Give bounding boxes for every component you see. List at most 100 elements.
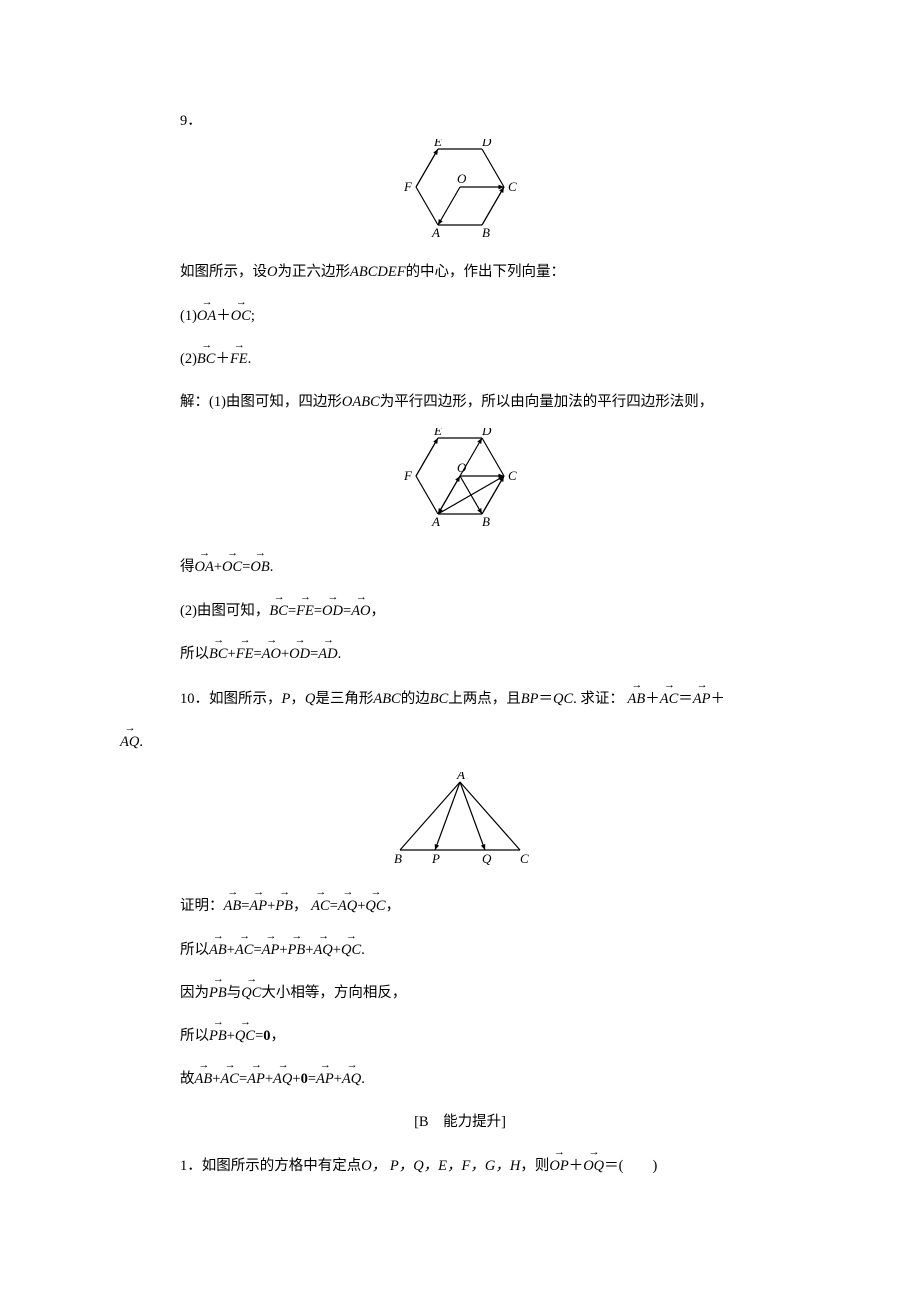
eq: = [242,556,250,579]
svg-text:C: C [520,851,529,866]
eq: = [253,939,261,962]
svg-text:B: B [482,514,490,528]
text: 得 [180,556,195,579]
var-O: O [267,261,277,284]
eq: = [239,1068,247,1091]
var-P: P [282,688,291,711]
q9-solution-2-line2: 所以BC + FE = AO + OD = AD. [180,643,740,666]
eq: ＝( ) [604,1155,657,1178]
var-ABCDEF: ABCDEF [350,261,406,284]
vec-AQ: AQ [338,899,357,914]
svg-text:E: E [433,428,442,438]
vec-AQ: AQ [120,735,139,750]
q10-proof-line3: 因为PB与QC大小相等，方向相反， [180,982,740,1005]
text: 大小相等，方向相反， [261,982,406,1005]
vec-BC: BC [269,604,288,619]
q9-number: 9． [180,110,740,133]
section-b-heading: [B 能力提升] [180,1111,740,1134]
vec-OP: OP [549,1159,568,1174]
plus: + [334,1068,342,1091]
svg-text:C: C [508,468,517,483]
q10-prompt: 10．如图所示，P，Q 是三角形 ABC 的边 BC 上两点，且 BP＝QC. … [180,688,740,711]
vec-QC: QC [365,899,385,914]
label: (1) [180,305,197,328]
vec-BC: BC [209,647,228,662]
q9-solution-1-text: 解：(1)由图可知，四边形 OABC 为平行四边形，所以由向量加法的平行四边形法… [180,391,740,414]
vec-BC: BC [197,352,216,367]
text: 所以 [180,643,209,666]
zero: 0 [263,1025,270,1048]
svg-text:F: F [403,179,413,194]
q10-prompt-cont: AQ. [120,731,740,754]
vec-AB: AB [224,899,242,914]
period: . [270,556,274,579]
var-QC: QC [553,688,573,711]
plus: + [357,895,365,918]
text: 如图所示的方格中有定点 [202,1155,362,1178]
text: 所以 [180,939,209,962]
eq: = [330,895,338,918]
var-Q: Q [305,688,315,711]
svg-text:P: P [431,851,440,866]
q9-prompt: 如图所示，设 O 为正六边形 ABCDEF 的中心，作出下列向量： [180,261,740,284]
svg-text:A: A [431,225,440,239]
comma: ， [290,688,305,711]
vec-QC: QC [241,986,261,1001]
plus: + [227,1025,235,1048]
text: 因为 [180,982,209,1005]
period: . [361,1068,365,1091]
num: 10． [180,688,209,711]
svg-text:D: D [481,428,492,438]
vec-AP: AP [247,1072,265,1087]
vec-AB: AB [195,1072,213,1087]
q9-part1: (1)OA＋OC; [180,305,740,328]
vec-OC: OC [231,309,251,324]
vec-OC: OC [222,560,242,575]
vec-AQ: AQ [273,1072,292,1087]
q9-part2: (2)BC＋FE. [180,348,740,371]
plus: + [281,643,289,666]
svg-text:A: A [456,772,465,782]
svg-text:D: D [481,139,492,149]
q9-figure-2: OEDCBAF [180,428,740,536]
semi: ; [251,305,255,328]
text: 的边 [401,688,430,711]
plus: ＋ [710,688,725,711]
eq: = [308,1068,316,1091]
vec-QC: QC [235,1029,255,1044]
text: 故 [180,1068,195,1091]
plus: + [214,556,222,579]
period: . [139,731,143,754]
vec-PB: PB [209,1029,227,1044]
text: 如图所示，设 [180,261,267,284]
plus: + [228,643,236,666]
vec-FE: FE [296,604,314,619]
period: . [338,643,342,666]
text: 上两点，且 [448,688,521,711]
label: (2) [180,348,197,371]
vec-AP: AP [262,943,280,958]
svg-text:C: C [508,179,517,194]
text: 所以 [180,1025,209,1048]
vec-AQ: AQ [342,1072,361,1087]
eq: = [314,600,322,623]
plus: + [227,939,235,962]
text: 为正六边形 [277,261,350,284]
vec-PB: PB [275,899,293,914]
svg-text:O: O [457,171,467,186]
plus: + [292,1068,300,1091]
period: . [248,348,252,371]
vec-QC: QC [341,943,361,958]
svg-text:F: F [403,468,413,483]
svg-text:A: A [431,514,440,528]
plus: ＋ [215,348,230,371]
vec-PB: PB [209,986,227,1001]
vec-OB: OB [250,560,269,575]
plus: + [333,939,341,962]
num: 1． [180,1155,202,1178]
q10-proof-line4: 所以PB + QC = 0， [180,1025,740,1048]
vec-AP: AP [249,899,267,914]
text: 与 [227,982,242,1005]
zero: 0 [301,1068,308,1091]
vec-AC: AC [220,1072,239,1087]
